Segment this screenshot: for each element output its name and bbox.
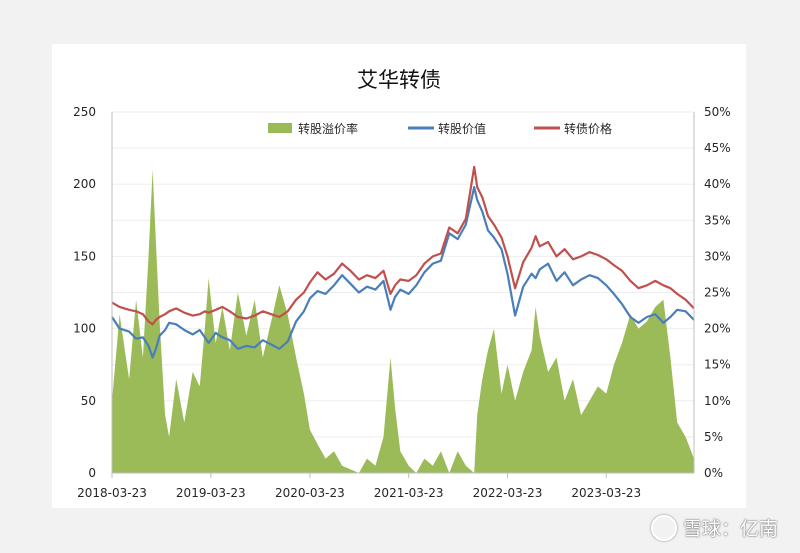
xueqiu-logo-icon — [650, 514, 677, 541]
watermark: 雪球：亿南 — [650, 514, 778, 541]
legend-label: 转股溢价率 — [298, 121, 358, 136]
x-tick-label: 2018-03-23 — [77, 486, 147, 500]
y-left-tick-label: 250 — [73, 105, 96, 119]
x-tick-label: 2020-03-23 — [275, 486, 345, 500]
y-right-tick-label: 0% — [704, 466, 723, 480]
x-tick-label: 2019-03-23 — [176, 486, 246, 500]
y-right-tick-label: 5% — [704, 430, 723, 444]
y-left-tick-label: 200 — [73, 177, 96, 191]
chart-card: 艾华转债 0 50 100 150 200 250 0% 5% 10% 15% 20% 25% 30% 3… — [52, 44, 746, 508]
chart-svg: 艾华转债 0 50 100 150 200 250 0% 5% 10% 15% 20% 25% 30% 3… — [73, 68, 731, 500]
y-right-tick-label: 20% — [704, 322, 731, 336]
series-line-bond-price — [111, 165, 695, 326]
y-left-tick-label: 0 — [88, 466, 96, 480]
y-right-tick-label: 15% — [704, 358, 731, 372]
x-tick-label: 2022-03-23 — [473, 486, 543, 500]
y-left-tick-label: 50 — [81, 394, 96, 408]
legend-item-premium-rate: 转股溢价率 — [268, 121, 358, 136]
legend: 转股溢价率 转股价值 转债价格 — [268, 121, 612, 136]
legend-swatch — [268, 123, 292, 133]
legend-label: 转股价值 — [438, 121, 486, 136]
series-line-conversion-value — [111, 186, 695, 359]
series-area-premium-rate — [112, 169, 694, 474]
x-tick-label: 2023-03-23 — [571, 486, 641, 500]
y-right-tick-label: 30% — [704, 249, 731, 263]
legend-item-conversion-value: 转股价值 — [408, 121, 486, 136]
axes: 0 50 100 150 200 250 0% 5% 10% 15% 20% 25% 30% 35% 40%… — [73, 105, 731, 500]
x-tick-label: 2021-03-23 — [374, 486, 444, 500]
y-right-tick-label: 10% — [704, 394, 731, 408]
y-right-tick-label: 40% — [704, 177, 731, 191]
watermark-text: 雪球：亿南 — [682, 518, 778, 540]
chart-title: 艾华转债 — [357, 68, 441, 92]
line-series-layer — [111, 165, 695, 359]
y-left-tick-label: 150 — [73, 249, 96, 263]
area-series-layer — [112, 169, 694, 474]
y-right-tick-label: 50% — [704, 105, 731, 119]
y-right-tick-label: 45% — [704, 141, 731, 155]
y-left-tick-label: 100 — [73, 322, 96, 336]
y-right-tick-label: 35% — [704, 213, 731, 227]
legend-label: 转债价格 — [564, 121, 612, 136]
legend-item-bond-price: 转债价格 — [534, 121, 612, 136]
y-right-tick-label: 25% — [704, 286, 731, 300]
